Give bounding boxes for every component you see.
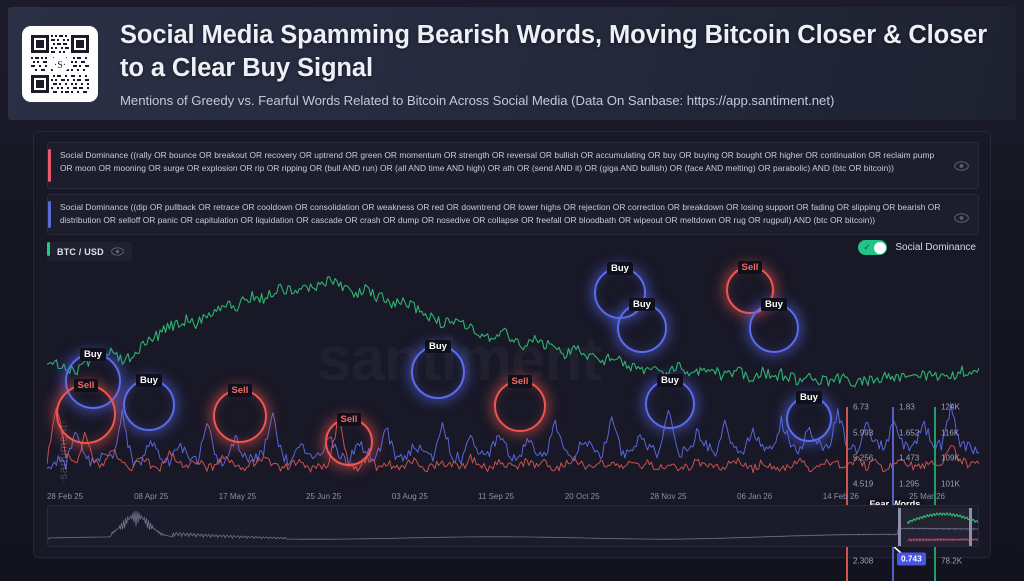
signal-marker-label: Buy xyxy=(761,298,787,311)
signal-marker-label: Sell xyxy=(336,413,362,426)
axis-tick-label: 1.295 xyxy=(899,479,920,489)
chart-range-navigator[interactable] xyxy=(47,505,979,547)
navigator-overview-series xyxy=(48,510,978,543)
x-axis-tick-label: 28 Nov 25 xyxy=(650,492,687,501)
signal-marker-label: Buy xyxy=(80,348,106,361)
axis-tick-label: 109K xyxy=(941,453,960,463)
page-title: Social Media Spamming Bearish Words, Mov… xyxy=(120,21,988,82)
query-color-bar xyxy=(48,201,51,228)
x-axis-tick-label: 28 Feb 25 xyxy=(46,492,84,501)
signal-marker-sell[interactable]: Sell xyxy=(726,261,774,314)
right-axes-group: 6.735.9935.2564.5193.7823.0452.3081.5710… xyxy=(844,399,984,581)
chart-series-svg xyxy=(47,276,979,474)
axis-line xyxy=(934,407,936,581)
navigator-selection-window[interactable] xyxy=(898,508,972,546)
signal-marker-buy[interactable]: Buy xyxy=(617,298,667,353)
toggle-knob xyxy=(873,241,886,254)
x-axis-ticks: 28 Feb 25 08 Apr 25 17 May 25 25 Jun 25 03 A… xyxy=(47,492,979,508)
signal-marker-label: Buy xyxy=(657,374,683,387)
axis-tick-label: 5.993 xyxy=(853,428,874,438)
legend-btc-usd[interactable]: BTC / USD xyxy=(47,242,132,261)
axis-tick-label: 6.73 xyxy=(853,402,869,412)
signal-marker-label: Buy xyxy=(607,262,633,275)
legend-color-bar xyxy=(47,242,50,256)
svg-text:·S·: ·S· xyxy=(54,60,66,71)
axis-current-value-badge: 0.743 xyxy=(897,552,926,566)
signal-marker-label: Sell xyxy=(507,375,533,388)
axis-line xyxy=(846,407,848,581)
x-axis-tick-label: 20 Oct 25 xyxy=(564,492,600,501)
social-dominance-toggle[interactable]: ✓ xyxy=(858,240,888,255)
axis-tick-label: 116K xyxy=(941,428,960,438)
signal-marker-buy[interactable]: Buy xyxy=(645,374,695,429)
signal-marker-sell[interactable]: Sell xyxy=(494,375,546,432)
signal-marker-sell[interactable]: Sell xyxy=(213,384,267,443)
axis-tick-label: 101K xyxy=(941,479,960,489)
query-row-greedy[interactable]: Social Dominance ((rally OR bounce OR br… xyxy=(47,142,979,189)
axis-tick-label: 2.308 xyxy=(853,556,874,566)
axis-tick-label: 1.473 xyxy=(899,453,920,463)
signal-marker-sell[interactable]: Sell xyxy=(325,413,373,466)
header-text: Social Media Spamming Bearish Words, Mov… xyxy=(120,19,1016,107)
axis-line xyxy=(892,407,894,581)
annotation-line-1: Fear Words xyxy=(869,499,921,509)
signal-marker-buy[interactable]: Buy xyxy=(123,374,175,431)
signal-marker-buy[interactable]: Buy xyxy=(749,298,799,353)
x-axis-tick-label: 11 Sep 25 xyxy=(478,492,514,501)
page-subtitle: Mentions of Greedy vs. Fearful Words Rel… xyxy=(120,92,835,108)
chart-plot-area[interactable]: santiment xyxy=(47,266,979,488)
signal-marker-label: Buy xyxy=(136,374,162,387)
signal-marker-label: Sell xyxy=(737,261,763,274)
signal-marker-label: Sell xyxy=(227,384,253,397)
signal-marker-label: Buy xyxy=(425,340,451,353)
axis-tick-label: 124K xyxy=(941,402,960,412)
x-axis-tick-label: 06 Jan 26 xyxy=(737,492,773,501)
axis-tick-label: 1.83 xyxy=(899,402,915,412)
qr-code-santiment-logo: ·S· xyxy=(22,25,98,102)
eye-icon[interactable] xyxy=(110,247,124,256)
query-text-fearful: Social Dominance ((dip OR pullback OR re… xyxy=(60,202,941,226)
x-axis-tick-label: 03 Aug 25 xyxy=(391,492,428,501)
axis-tick-label: 4.519 xyxy=(853,479,874,489)
eye-icon[interactable] xyxy=(954,213,970,223)
signal-marker-sell[interactable]: Sell xyxy=(56,379,116,444)
query-text-greedy: Social Dominance ((rally OR bounce OR br… xyxy=(60,150,935,174)
check-icon: ✓ xyxy=(863,242,871,252)
chart-card: Social Dominance ((rally OR bounce OR br… xyxy=(33,131,991,581)
signal-marker-buy[interactable]: Buy xyxy=(411,340,465,399)
x-axis-tick-label: 14 Feb 26 xyxy=(822,492,859,501)
header-banner: ·S· Social Media Spamming Bearish Words,… xyxy=(8,7,1016,120)
legend-label-social-dominance: Social Dominance xyxy=(895,242,976,253)
signal-marker-buy[interactable]: Buy xyxy=(786,391,832,442)
x-axis-tick-label: 25 Jun 25 xyxy=(306,492,342,501)
legend-label-btc-usd: BTC / USD xyxy=(57,246,104,257)
x-axis-tick-label: 08 Apr 25 xyxy=(134,492,169,501)
x-axis-tick-label: 25 Mar 26 xyxy=(908,492,946,501)
axis-tick-label: 1.652 xyxy=(899,428,920,438)
query-color-bar xyxy=(48,149,51,182)
signal-marker-label: Buy xyxy=(796,391,822,404)
signal-marker-label: Buy xyxy=(629,298,655,311)
eye-icon[interactable] xyxy=(954,161,970,171)
axis-tick-label: 78.2K xyxy=(941,556,963,566)
query-row-fearful[interactable]: Social Dominance ((dip OR pullback OR re… xyxy=(47,194,979,235)
signal-marker-label: Sell xyxy=(73,379,99,392)
x-axis-tick-label: 17 May 25 xyxy=(218,492,257,501)
legend-social-dominance[interactable]: ✓ Social Dominance xyxy=(858,240,976,255)
axis-tick-label: 5.256 xyxy=(853,453,874,463)
